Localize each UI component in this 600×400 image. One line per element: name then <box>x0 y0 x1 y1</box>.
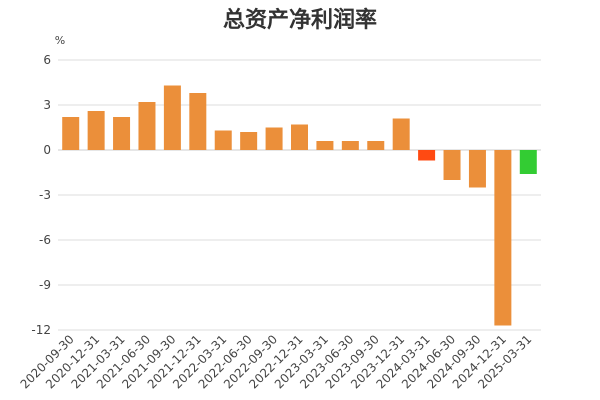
bar-2023-03-31 <box>316 141 334 150</box>
y-tick-label: 3 <box>43 98 51 112</box>
bar-2025-03-31 <box>519 150 537 174</box>
bar-2020-09-30 <box>62 117 80 150</box>
bar-2022-09-30 <box>265 127 283 150</box>
chart-title: 总资产净利润率 <box>223 7 377 33</box>
y-tick-label: -12 <box>31 323 51 337</box>
y-tick-label: 0 <box>43 143 51 157</box>
bar-2023-06-30 <box>341 141 359 150</box>
y-tick-label: -6 <box>39 233 51 247</box>
bar-2021-06-30 <box>138 102 156 150</box>
y-axis-ticks: 6 3 0 -3 -6 -9 -12 <box>31 53 51 337</box>
bar-2022-03-31 <box>214 130 232 150</box>
y-axis-unit-label: % <box>55 34 65 47</box>
bar-2021-09-30 <box>163 85 181 150</box>
grid-lines <box>58 59 541 331</box>
y-tick-label: -9 <box>39 278 51 292</box>
bar-2022-12-31 <box>291 124 308 150</box>
bar-2023-12-31 <box>392 118 410 150</box>
bar-2021-03-31 <box>113 117 131 150</box>
y-tick-label: 6 <box>43 53 51 67</box>
bar-2022-06-30 <box>240 132 258 150</box>
bar-2020-12-31 <box>87 111 105 150</box>
bar-2021-12-31 <box>189 93 207 150</box>
bar-2024-03-31 <box>418 150 436 161</box>
bar-2024-09-30 <box>468 150 486 188</box>
x-axis-ticks: 2020-09-302020-12-312021-03-312021-06-30… <box>18 332 535 391</box>
bar-2023-09-30 <box>367 141 385 150</box>
bar-2024-06-30 <box>443 150 461 180</box>
bar-2024-12-31 <box>494 150 512 326</box>
bar-series <box>62 85 537 326</box>
y-tick-label: -3 <box>39 188 51 202</box>
